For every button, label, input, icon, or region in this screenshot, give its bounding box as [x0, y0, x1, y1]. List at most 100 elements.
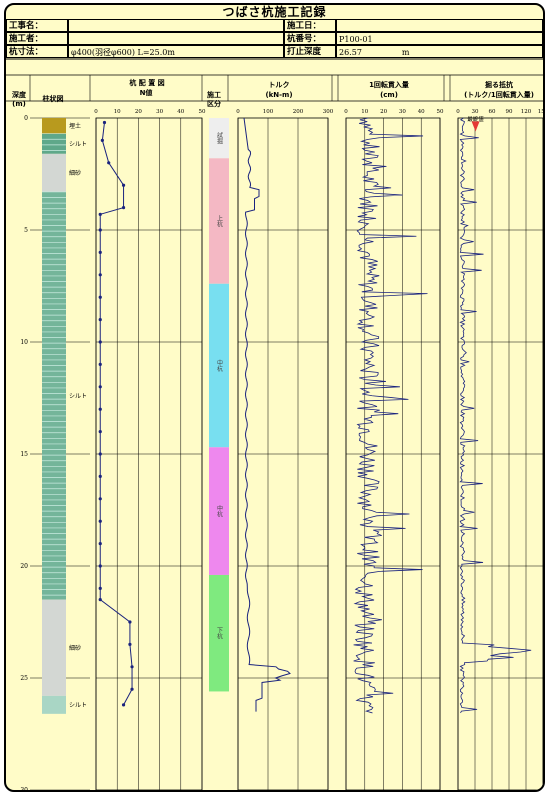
n-tick-label: 0: [94, 109, 98, 115]
soil-layer: [42, 118, 66, 134]
ratio-tick-label: 120: [521, 109, 532, 115]
n-point: [98, 407, 102, 411]
n-tick-label: 50: [199, 109, 206, 115]
pen-tick-label: 50: [437, 109, 444, 115]
penetration-header: 1回転貫入量: [369, 81, 409, 89]
soil-layer: [42, 153, 66, 192]
final-marker-icon: [471, 121, 480, 132]
penetration-unit: (cm): [380, 91, 398, 99]
sunpo-label: 杭寸法：: [6, 45, 68, 58]
n-point: [121, 183, 126, 187]
section-label: 試掘: [216, 131, 223, 145]
depth-tick-label: 10: [20, 339, 28, 346]
n-point: [102, 120, 107, 125]
ratio-tick-label: 30: [472, 109, 479, 115]
koji-label: 工事名：: [6, 19, 68, 32]
pen-tick-label: 10: [361, 109, 368, 115]
record-sheet: つばさ杭施工記録 工事名： 施工日： 施工者： 杭番号： P100-01 杭寸法…: [4, 3, 545, 792]
soil-layer: [42, 133, 66, 154]
n-point: [98, 497, 102, 501]
pen-tick-label: 30: [399, 109, 406, 115]
n-point: [98, 362, 102, 366]
section-label: 上杭: [216, 214, 223, 228]
section-band: [209, 447, 229, 575]
n-point: [107, 161, 111, 165]
n-point: [98, 430, 102, 434]
n-point: [98, 295, 102, 299]
ratio-unit: (トルク/1回転貫入量): [464, 91, 534, 99]
depth-tick-label: 30: [20, 787, 28, 790]
pen-tick-label: 40: [418, 109, 425, 115]
soil-label: シルト: [69, 141, 87, 148]
soil-layer: [42, 695, 66, 714]
depth-tick-label: 5: [24, 227, 28, 234]
soil-layer: [42, 191, 66, 600]
n-point: [100, 138, 104, 142]
log-charts: 051015202530埋土シルト細砂シルト細砂シルト01020304050試掘…: [6, 58, 543, 790]
n-point: [98, 273, 102, 277]
sunpo-value: φ400(羽径φ600) L=25.0m: [68, 45, 284, 58]
soil-header: 柱状図: [42, 95, 64, 103]
pen-series-line: [353, 117, 428, 714]
ratio-tick-label: 0: [456, 109, 460, 115]
pen-tick-label: 0: [344, 109, 348, 115]
soil-layer: [42, 599, 66, 696]
n-point: [98, 318, 102, 322]
n-point: [130, 687, 134, 691]
n-point: [98, 519, 102, 523]
depth-tick-label: 0: [24, 115, 28, 122]
n-point: [98, 564, 102, 568]
n-tick-label: 30: [156, 109, 163, 115]
soil-label: シルト: [69, 702, 87, 709]
section-band: [209, 158, 229, 284]
torque-tick-label: 200: [293, 109, 304, 115]
pileno-label: 杭番号：: [284, 32, 336, 45]
n-point: [98, 542, 102, 546]
depth-label: 打止深度: [284, 45, 336, 58]
torque-header: トルク: [268, 81, 290, 89]
section-header: 施工 区分: [207, 91, 221, 108]
pen-tick-label: 20: [380, 109, 387, 115]
n-header: N値: [139, 89, 153, 97]
n-point: [98, 452, 102, 456]
section-band: [209, 574, 229, 692]
n-tick-label: 40: [177, 109, 184, 115]
date-value: [336, 19, 543, 32]
ratio-tick-label: 90: [506, 109, 513, 115]
boring-header: 杭 配 置 図: [129, 79, 165, 87]
depth-tick-label: 20: [20, 563, 28, 570]
n-point: [98, 228, 102, 232]
n-point: [98, 340, 102, 344]
soil-label: 埋土: [69, 122, 81, 130]
ratio-tick-label: 150: [538, 109, 543, 115]
depth-value: 26.57 m: [336, 45, 543, 58]
n-tick-label: 10: [114, 109, 121, 115]
soil-label: シルト: [69, 393, 87, 400]
pileno-value: P100-01: [336, 32, 543, 45]
section-label: 中杭: [216, 504, 223, 518]
n-point: [98, 212, 102, 216]
n-point: [98, 474, 102, 478]
depth-tick-label: 25: [20, 675, 28, 682]
ratio-header: 掘る抵抗: [485, 81, 513, 89]
n-tick-label: 20: [135, 109, 142, 115]
final-marker-label: 最終値: [467, 115, 484, 123]
ratio-tick-label: 60: [489, 109, 496, 115]
n-series-line: [99, 122, 133, 706]
n-point: [130, 665, 134, 669]
depth-header: 深度 (m): [12, 91, 26, 108]
torque-tick-label: 100: [263, 109, 274, 115]
n-point: [98, 385, 102, 389]
soil-label: 細砂: [69, 644, 81, 652]
torque-tick-label: 300: [323, 109, 334, 115]
section-label: 中杭: [216, 359, 223, 373]
n-point: [98, 598, 102, 602]
seko-value: [68, 32, 284, 45]
n-point: [128, 642, 132, 647]
depth-tick-label: 15: [20, 451, 28, 458]
n-point: [121, 703, 126, 707]
date-label: 施工日：: [284, 19, 336, 32]
torque-tick-label: 0: [236, 109, 240, 115]
n-point: [121, 206, 126, 210]
torque-unit: (kN-m): [265, 91, 293, 99]
